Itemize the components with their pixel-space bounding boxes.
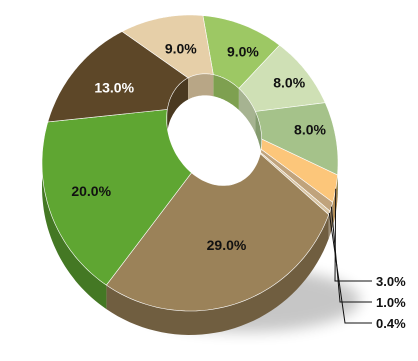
slice-side-3	[332, 175, 338, 227]
hole-wall-1	[238, 88, 256, 134]
slice-side-6	[106, 214, 329, 335]
slice-7	[41, 109, 192, 286]
slice-8	[47, 31, 189, 123]
slice-2	[254, 102, 339, 176]
hole-wall-8	[167, 77, 189, 131]
slice-label-4: 1.0%	[376, 295, 406, 310]
slice-9	[121, 14, 214, 79]
callout-line-5	[328, 212, 372, 324]
slice-1	[238, 44, 326, 112]
slice-label-6: 29.0%	[207, 237, 247, 253]
hole-wall-2	[255, 111, 262, 161]
hole-wall-9	[188, 73, 214, 100]
slice-label-8: 13.0%	[94, 80, 134, 96]
slice-4	[260, 148, 334, 212]
slice-label-1: 8.0%	[273, 75, 305, 91]
slice-label-7: 20.0%	[71, 183, 111, 199]
slice-6	[105, 153, 330, 312]
slice-3	[260, 138, 338, 203]
slice-side-7	[42, 121, 107, 310]
slice-label-2: 8.0%	[294, 122, 326, 138]
slice-label-5: 0.4%	[376, 316, 406, 331]
callout-line-4	[330, 206, 372, 303]
slice-label-0: 9.0%	[227, 43, 259, 59]
callout-line-3	[334, 188, 372, 282]
slice-label-9: 9.0%	[165, 41, 197, 57]
slice-0	[202, 15, 281, 89]
slice-label-3: 3.0%	[376, 274, 406, 289]
